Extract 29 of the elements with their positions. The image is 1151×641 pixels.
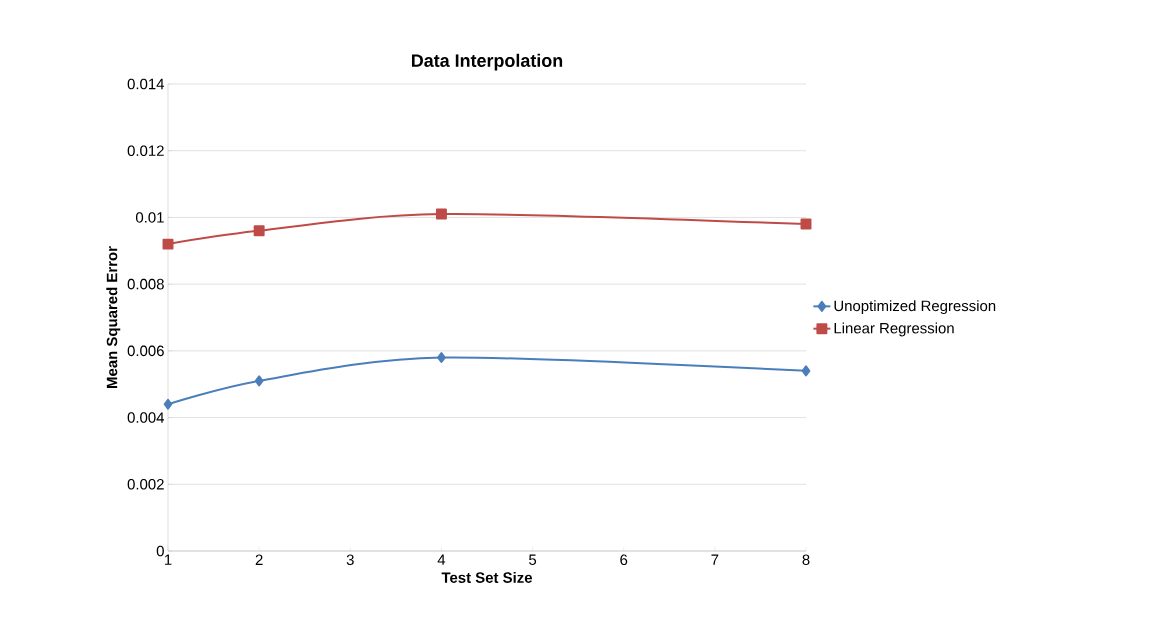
point <box>254 375 264 387</box>
x-tick-label: 6 <box>620 554 628 566</box>
point <box>253 225 265 237</box>
point <box>800 218 812 230</box>
y-axis-title: Mean Squared Error <box>106 246 121 388</box>
x-tick-label: 5 <box>529 554 537 565</box>
y-tick-label: 0.002 <box>127 478 164 490</box>
x-tick-label: 8 <box>802 554 810 566</box>
y-tick-label: 0.006 <box>127 345 164 357</box>
x-tick-label: 3 <box>346 554 354 566</box>
y-tick-label: 0.012 <box>127 145 164 156</box>
point <box>163 398 173 410</box>
x-tick-label: 4 <box>437 554 446 565</box>
legend-label: Linear Regression <box>834 322 954 337</box>
point <box>162 238 174 250</box>
y-tick-label: 0.01 <box>135 212 164 223</box>
legend-label: Unoptimized Regression <box>834 300 996 315</box>
x-tick-label: 7 <box>711 554 719 565</box>
chart-title: Data Interpolation <box>411 53 563 71</box>
x-tick-label: 1 <box>164 554 172 565</box>
x-axis-title: Test Set Size <box>441 571 533 583</box>
y-tick-label: 0.008 <box>127 278 164 290</box>
y-tick-label: 0.014 <box>127 78 165 90</box>
point <box>435 208 447 220</box>
point <box>437 352 446 364</box>
y-tick-label: 0.004 <box>127 412 165 423</box>
point <box>801 365 811 377</box>
x-tick-label: 2 <box>255 554 263 565</box>
y-tick-label: 0 <box>156 545 164 557</box>
